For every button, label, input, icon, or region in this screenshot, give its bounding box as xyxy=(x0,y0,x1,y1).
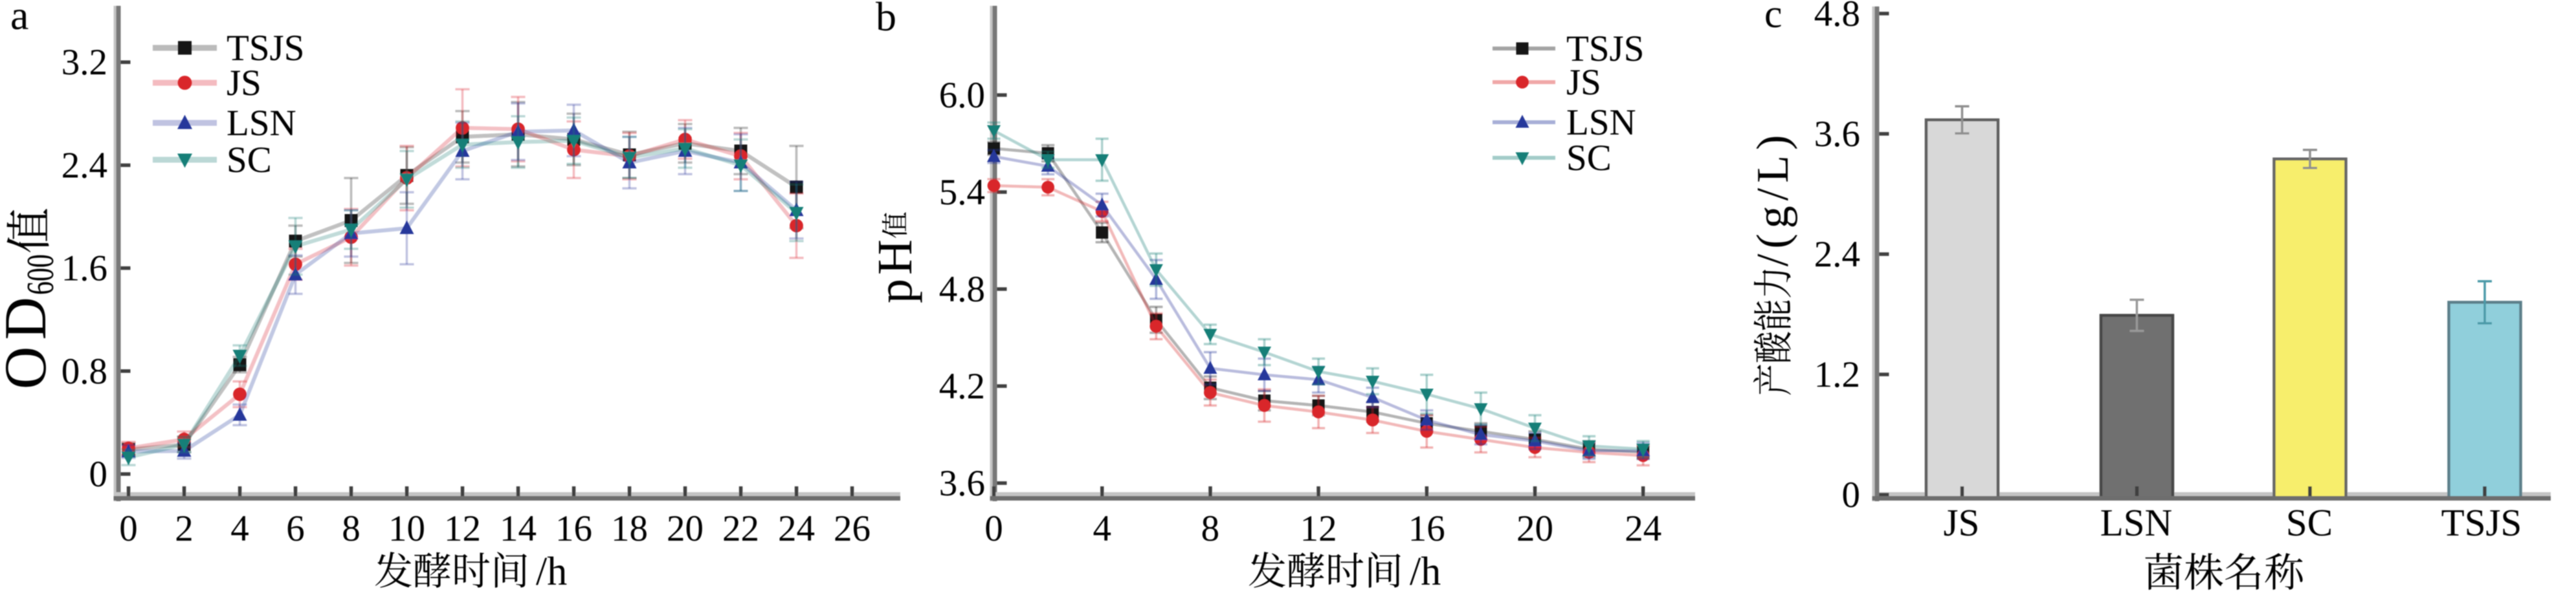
svg-text:0: 0 xyxy=(119,508,138,549)
svg-text:pH: pH xyxy=(868,235,922,303)
svg-text:5.4: 5.4 xyxy=(939,172,985,213)
svg-text:20: 20 xyxy=(1516,508,1553,549)
svg-text:TSJS: TSJS xyxy=(227,28,304,69)
svg-text:600: 600 xyxy=(19,254,62,295)
svg-text:18: 18 xyxy=(611,508,648,549)
svg-text:JS: JS xyxy=(1944,501,1980,544)
svg-text:4.8: 4.8 xyxy=(1814,0,1860,34)
svg-text:JS: JS xyxy=(1566,62,1601,103)
svg-text:1.2: 1.2 xyxy=(1814,354,1860,395)
svg-text:4: 4 xyxy=(230,508,249,549)
svg-text:0: 0 xyxy=(1842,475,1861,515)
svg-text:2.4: 2.4 xyxy=(1814,234,1860,275)
svg-text:3.6: 3.6 xyxy=(939,463,985,504)
svg-text:3.2: 3.2 xyxy=(61,42,107,83)
svg-text:26: 26 xyxy=(834,508,871,549)
svg-text:/(g/L): /(g/L) xyxy=(1748,130,1798,266)
svg-text:JS: JS xyxy=(227,63,261,103)
svg-text:24: 24 xyxy=(778,508,815,549)
svg-text:6.0: 6.0 xyxy=(939,75,985,116)
svg-text:8: 8 xyxy=(342,508,361,549)
svg-text:SC: SC xyxy=(227,140,272,180)
svg-text:c: c xyxy=(1764,0,1782,36)
svg-text:24: 24 xyxy=(1625,508,1661,549)
svg-text:SC: SC xyxy=(2286,501,2333,544)
svg-text:16: 16 xyxy=(555,508,592,549)
svg-text:8: 8 xyxy=(1201,508,1220,549)
svg-text:4: 4 xyxy=(1093,508,1111,549)
svg-text:12: 12 xyxy=(444,508,481,549)
svg-text:2.4: 2.4 xyxy=(61,145,107,186)
svg-text:4.8: 4.8 xyxy=(939,269,985,310)
svg-text:LSN: LSN xyxy=(1566,102,1636,143)
svg-text:/h: /h xyxy=(1410,550,1441,592)
svg-text:14: 14 xyxy=(500,508,537,549)
svg-text:b: b xyxy=(876,0,896,39)
svg-text:4.2: 4.2 xyxy=(939,366,985,407)
svg-text:0: 0 xyxy=(984,508,1003,549)
svg-text:1.6: 1.6 xyxy=(61,248,107,289)
svg-text:LSN: LSN xyxy=(227,103,296,144)
svg-text:SC: SC xyxy=(1566,138,1612,178)
svg-text:a: a xyxy=(10,0,28,38)
svg-text:22: 22 xyxy=(722,508,759,549)
svg-text:LSN: LSN xyxy=(2100,501,2172,544)
svg-text:/h: /h xyxy=(536,550,567,592)
svg-text:20: 20 xyxy=(667,508,704,549)
svg-text:TSJS: TSJS xyxy=(1566,28,1644,69)
svg-text:OD: OD xyxy=(0,290,58,389)
svg-text:10: 10 xyxy=(388,508,425,549)
svg-text:12: 12 xyxy=(1300,508,1337,549)
svg-text:6: 6 xyxy=(286,508,305,549)
svg-text:0: 0 xyxy=(89,454,108,495)
svg-text:3.6: 3.6 xyxy=(1814,114,1860,155)
svg-text:16: 16 xyxy=(1408,508,1445,549)
svg-text:0.8: 0.8 xyxy=(61,351,107,392)
svg-text:TSJS: TSJS xyxy=(2441,501,2522,544)
svg-text:2: 2 xyxy=(175,508,194,549)
